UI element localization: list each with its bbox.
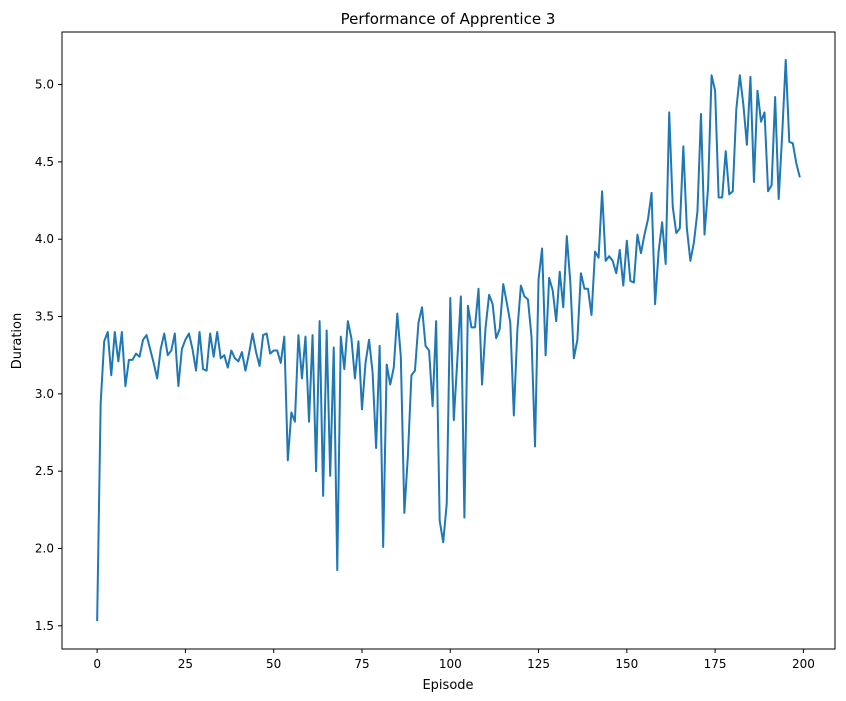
x-tick-label: 100 xyxy=(439,657,462,671)
y-tick-label: 4.5 xyxy=(35,155,54,169)
y-axis-label: Duration xyxy=(10,313,25,369)
y-tick-label: 2.5 xyxy=(35,464,54,478)
y-tick-label: 2.0 xyxy=(35,541,54,555)
series-line xyxy=(96,58,801,622)
chart-title: Performance of Apprentice 3 xyxy=(341,10,556,28)
x-tick-label: 50 xyxy=(266,657,281,671)
x-tick-label: 150 xyxy=(615,657,638,671)
x-tick-label: 200 xyxy=(792,657,815,671)
x-tick-label: 75 xyxy=(354,657,369,671)
x-tick-label: 0 xyxy=(93,657,101,671)
x-axis: 0 25 50 75 100 125 150 175 200 xyxy=(93,649,815,671)
y-tick-label: 1.5 xyxy=(35,619,54,633)
y-tick-label: 3.0 xyxy=(35,387,54,401)
y-axis: 1.5 2.0 2.5 3.0 3.5 4.0 4.5 5.0 xyxy=(35,78,62,633)
x-tick-label: 175 xyxy=(704,657,727,671)
x-tick-label: 25 xyxy=(178,657,193,671)
plot-frame xyxy=(61,31,836,650)
plot-area xyxy=(96,58,801,622)
y-tick-label: 4.0 xyxy=(35,232,54,246)
x-tick-label: 125 xyxy=(527,657,550,671)
y-tick-label: 3.5 xyxy=(35,310,54,324)
y-tick-label: 5.0 xyxy=(35,78,54,92)
x-axis-label: Episode xyxy=(422,678,473,693)
